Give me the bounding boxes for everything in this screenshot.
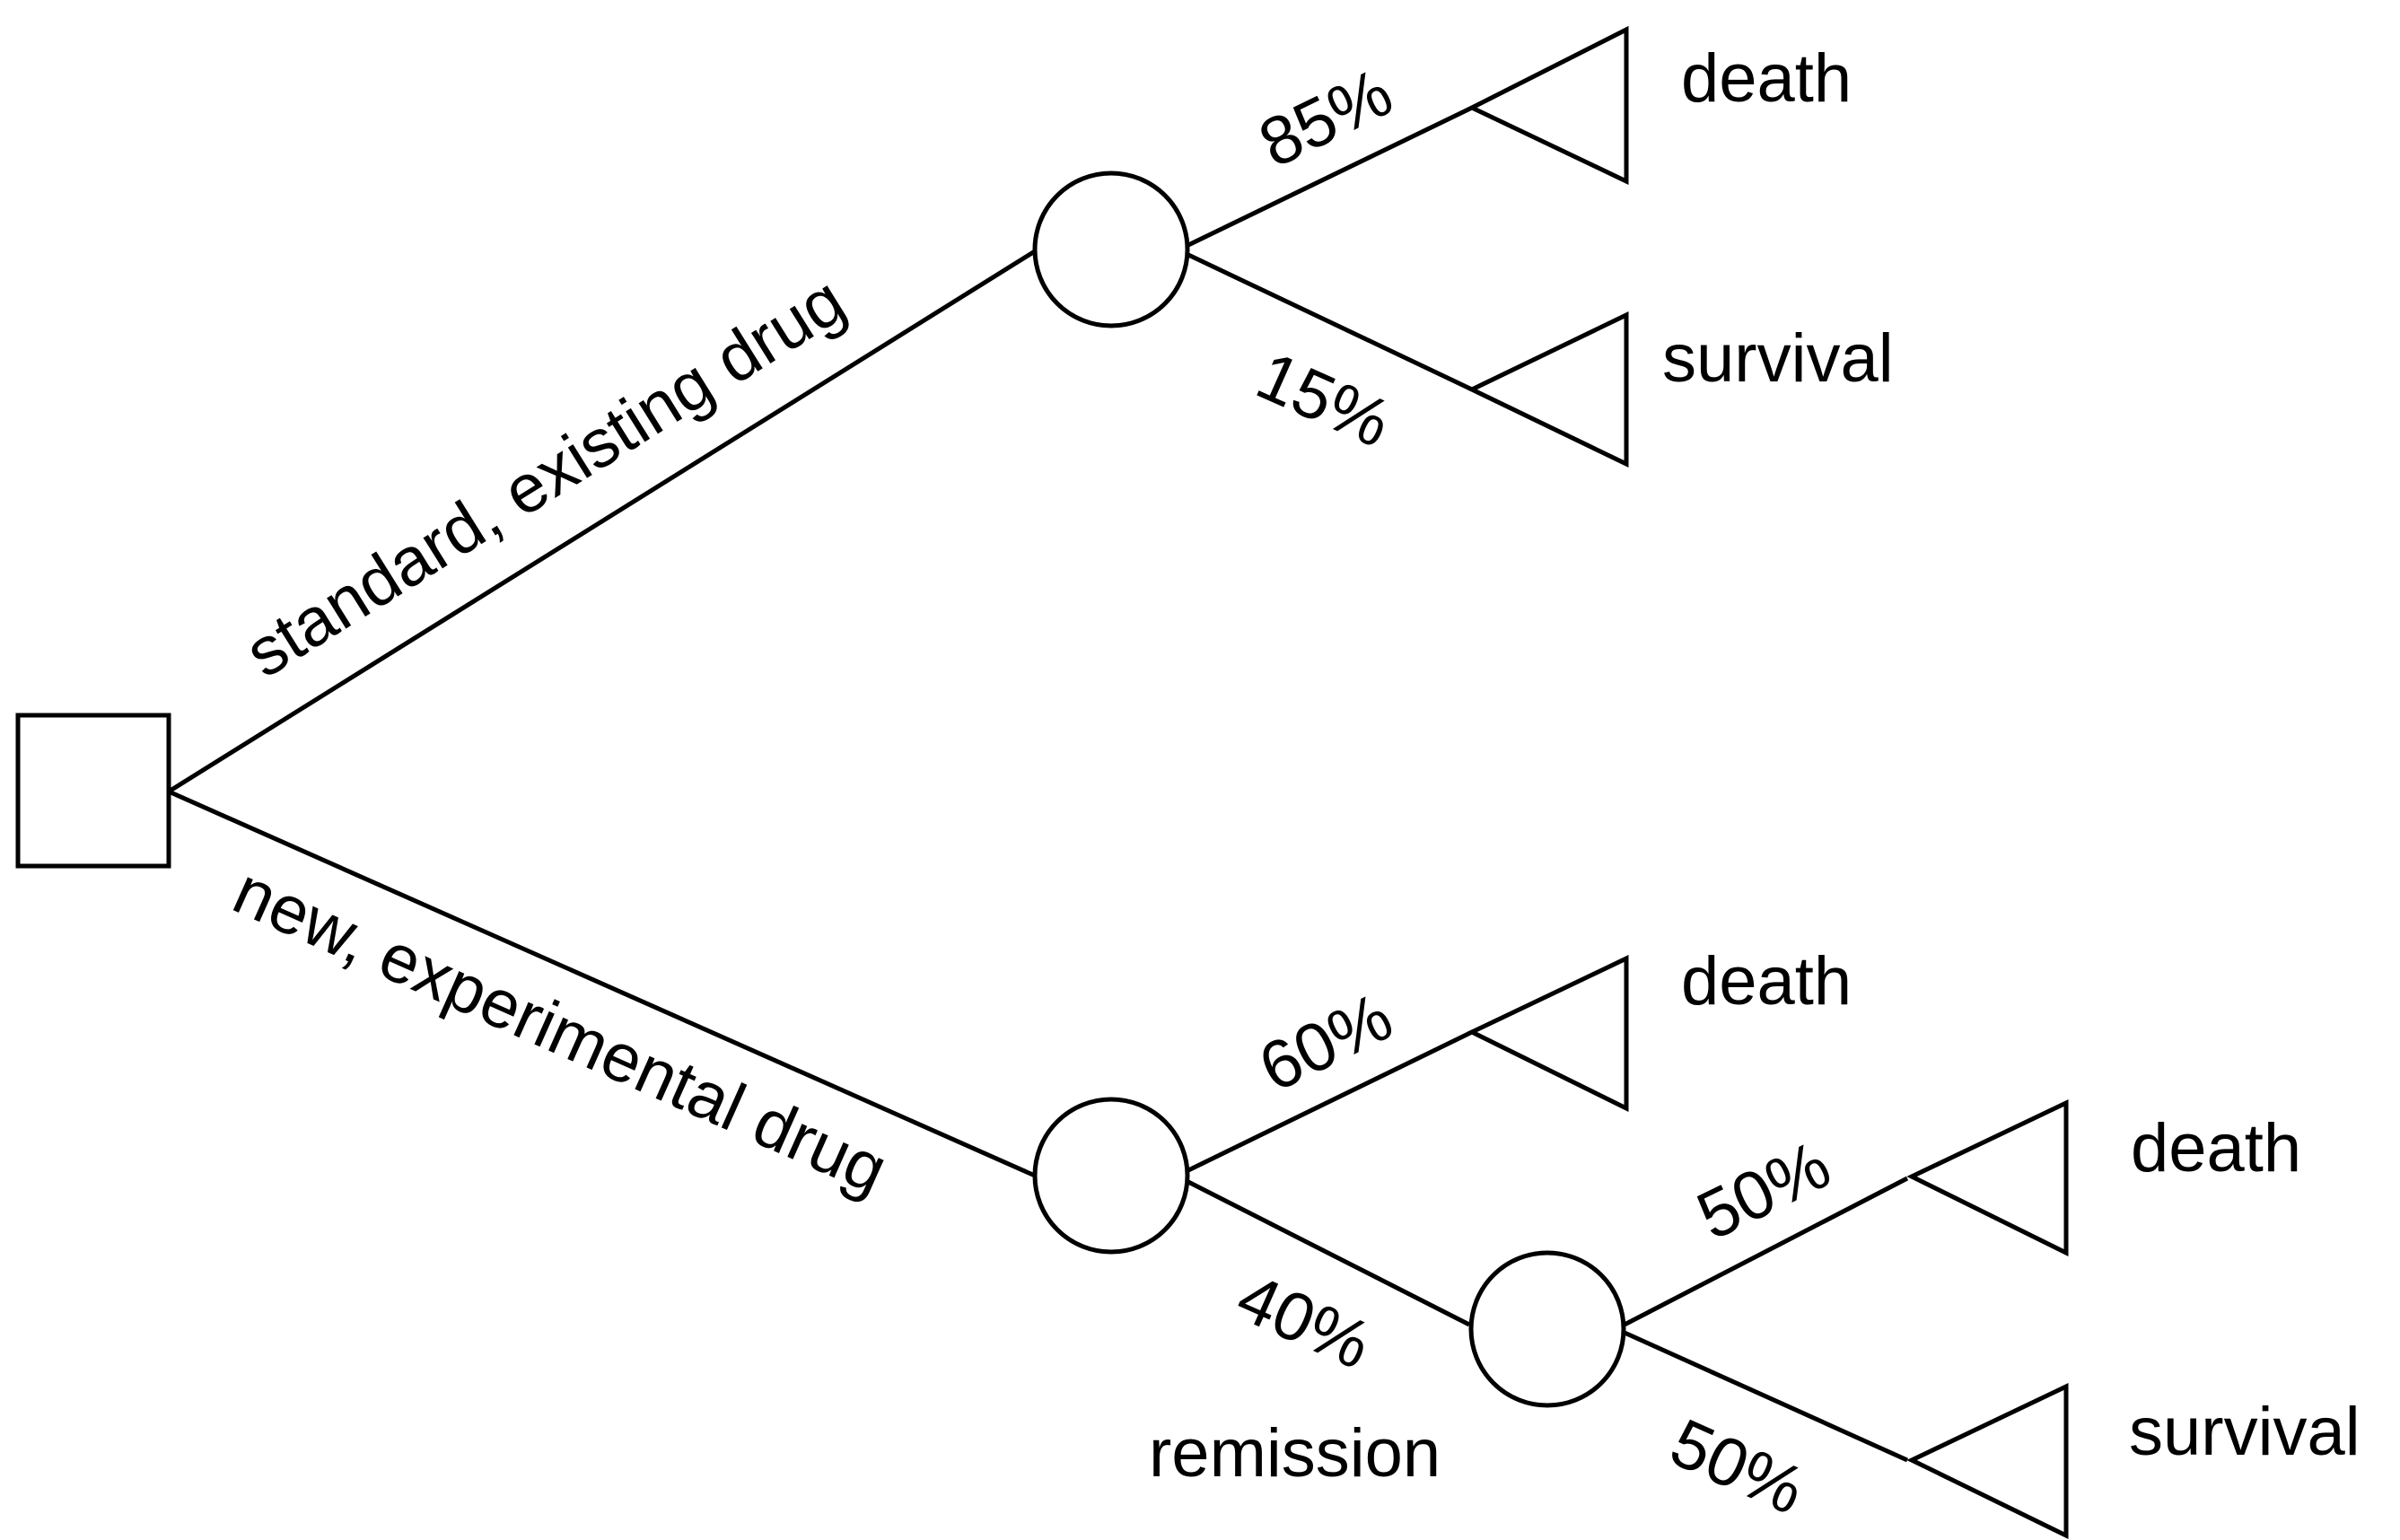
terminal-triangle-standard-survival [1467,311,1629,468]
probability-label-remission-death: 50% [1686,1126,1842,1255]
branch-experimental-death [1185,1029,1474,1174]
outcome-label-standard-survival: survival [1662,320,1894,397]
terminal-triangle-remission-death [1906,1099,2069,1257]
outcome-label-experimental-death: death [1681,943,1852,1019]
outcome-label-remission-death: death [2131,1110,2301,1186]
outcome-label-remission-survival: survival [2129,1394,2361,1470]
probability-label-experimental-remission: 40% [1226,1259,1382,1385]
chance-node-standard [1032,171,1190,328]
option-label-experimental-drug: new, experimental drug [223,853,898,1209]
decision-node-square [15,713,171,869]
branch-standard-drug [167,249,1037,794]
branch-experimental-remission [1185,1178,1471,1327]
probability-label-experimental-death: 60% [1248,978,1404,1107]
probability-label-standard-survival: 15% [1246,337,1402,463]
chance-node-experimental [1032,1097,1190,1255]
probability-label-standard-death: 85% [1248,54,1404,182]
probability-label-remission-survival: 50% [1660,1404,1816,1530]
option-label-standard-drug: standard, existing drug [232,262,858,693]
terminal-triangle-remission-survival [1906,1383,2069,1540]
outcome-label-remission: remission [1149,1415,1441,1492]
outcome-label-standard-death: death [1681,40,1852,117]
branch-experimental-drug [167,789,1037,1178]
terminal-triangle-standard-death [1467,25,1629,185]
terminal-triangle-experimental-death [1467,955,1629,1113]
branch-remission-death [1623,1176,1909,1327]
branch-standard-survival [1185,251,1474,392]
branch-standard-death [1185,105,1474,249]
chance-node-remission [1468,1250,1626,1408]
branch-remission-survival [1623,1330,1909,1463]
